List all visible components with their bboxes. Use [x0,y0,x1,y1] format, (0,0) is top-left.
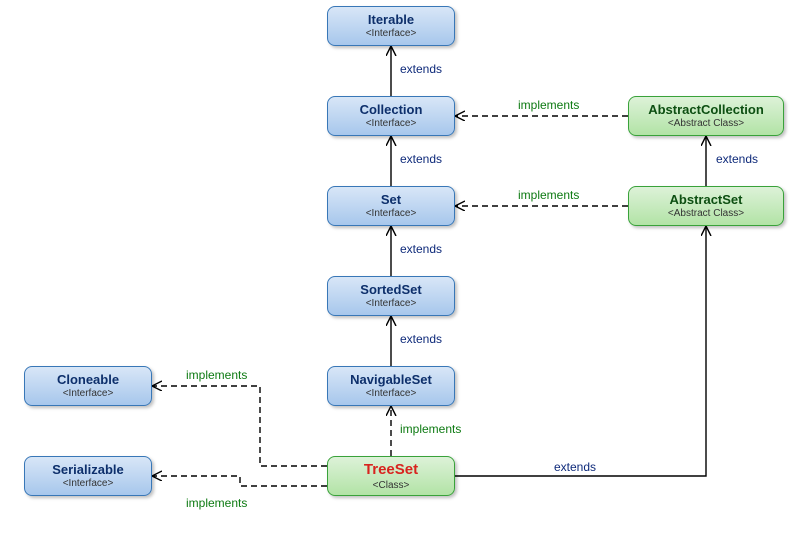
node-set: Set<Interface> [327,186,455,226]
node-title: Serializable [52,463,124,478]
node-stereotype: <Class> [373,480,410,491]
edge-label: implements [518,98,579,112]
node-abstractset: AbstractSet<Abstract Class> [628,186,784,226]
edge-treeset-cloneable [152,386,327,466]
node-stereotype: <Interface> [366,28,417,39]
node-title: Cloneable [57,373,119,388]
edge-label: implements [518,188,579,202]
node-title: AbstractCollection [648,103,764,118]
node-title: AbstractSet [670,193,743,208]
node-stereotype: <Interface> [366,298,417,309]
node-collection: Collection<Interface> [327,96,455,136]
node-serializable: Serializable<Interface> [24,456,152,496]
node-stereotype: <Interface> [63,388,114,399]
edge-label: extends [400,152,442,166]
edge-treeset-serializable [152,476,327,486]
node-title: SortedSet [360,283,421,298]
edge-label: extends [554,460,596,474]
edge-label: extends [716,152,758,166]
edge-label: implements [400,422,461,436]
edge-label: implements [186,368,247,382]
node-title: Iterable [368,13,414,28]
node-stereotype: <Abstract Class> [668,208,744,219]
edge-label: extends [400,242,442,256]
node-stereotype: <Interface> [63,478,114,489]
edge-treeset-abstractset [455,226,706,476]
node-sortedset: SortedSet<Interface> [327,276,455,316]
node-title: Set [381,193,401,208]
node-stereotype: <Abstract Class> [668,118,744,129]
node-title: NavigableSet [350,373,432,388]
node-cloneable: Cloneable<Interface> [24,366,152,406]
node-title: Collection [360,103,423,118]
edge-label: extends [400,62,442,76]
node-stereotype: <Interface> [366,208,417,219]
edge-label: extends [400,332,442,346]
node-stereotype: <Interface> [366,388,417,399]
node-treeset: TreeSet <Class> [327,456,455,496]
node-iterable: Iterable<Interface> [327,6,455,46]
edge-label: implements [186,496,247,510]
node-abstractcollection: AbstractCollection<Abstract Class> [628,96,784,136]
node-stereotype: <Interface> [366,118,417,129]
node-navigableset: NavigableSet<Interface> [327,366,455,406]
node-title: TreeSet [364,461,418,478]
